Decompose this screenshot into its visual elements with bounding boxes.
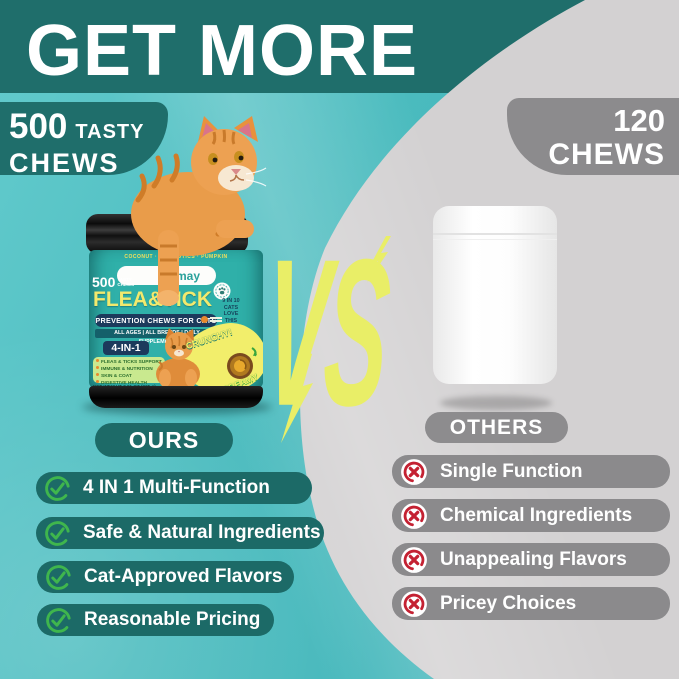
product-jar-label: COCONUT · PROBIOTICS · PUMPKIN amay 500 … [89, 250, 263, 388]
label-usage-strip: ALL AGES | ALL BREEDS | DAILY SUPPLEMENT [95, 329, 219, 345]
page-title: GET MORE [26, 11, 419, 91]
feature-label: Safe & Natural Ingredients [83, 522, 321, 543]
ours-badge: OURS [95, 423, 233, 457]
drawback-pill: Chemical Ingredients [392, 499, 670, 532]
feature-pill: Safe & Natural Ingredients [36, 517, 324, 549]
label-mini-count: 500 TASTY CHEWS [92, 274, 135, 290]
feature-pill: Reasonable Pricing [37, 604, 274, 636]
cross-icon [400, 502, 428, 530]
check-icon [45, 607, 72, 634]
product-jar-base [89, 386, 263, 408]
feature-pill: Cat-Approved Flavors [37, 561, 294, 593]
check-icon [44, 520, 71, 547]
feature-label: Reasonable Pricing [84, 609, 261, 630]
drawback-label: Pricey Choices [440, 592, 577, 614]
product-name: FLEA&TICK [93, 288, 212, 311]
chews-count-number: 500 [9, 107, 68, 146]
label-benefit: DIGESTIVE HEALTH [96, 380, 165, 387]
chew-treat-icon [227, 347, 257, 379]
chews-count-number: 120 [613, 103, 665, 138]
chews-count-word: CHEWS [548, 138, 665, 171]
label-cat-illustration [156, 328, 200, 388]
drawback-pill: Unappealing Flavors [392, 543, 670, 576]
vet-badge-text-bars [210, 317, 222, 323]
label-benefit: FLEAS & TICKS SUPPORT [96, 359, 165, 366]
check-icon [45, 564, 72, 591]
cat-photo [131, 116, 267, 306]
label-benefit: IMMUNE & NUTRITION [96, 366, 165, 373]
drawback-label: Single Function [440, 460, 583, 482]
feature-pill: 4 IN 1 Multi-Function [36, 472, 312, 504]
cross-icon [400, 546, 428, 574]
chews-count-badge-ours: 500 TASTY CHEWS [0, 102, 168, 178]
drawback-pill: Single Function [392, 455, 670, 488]
cross-icon [400, 458, 428, 486]
feature-label: 4 IN 1 Multi-Function [83, 477, 270, 498]
competitor-jar [433, 206, 557, 384]
drawback-pill: Pricey Choices [392, 587, 670, 620]
label-4in1-box: 4-IN-1 [103, 341, 149, 355]
cross-icon [400, 590, 428, 618]
others-badge: OTHERS [425, 412, 568, 443]
vet-badge-icon [201, 316, 208, 323]
label-benefits-panel: FLEAS & TICKS SUPPORT IMMUNE & NUTRITION… [93, 357, 165, 386]
drawback-label: Unappealing Flavors [440, 548, 627, 570]
paw-seal-icon [213, 282, 231, 300]
chews-count-word: TASTY [75, 121, 145, 143]
drawback-label: Chemical Ingredients [440, 504, 633, 526]
label-subtitle-banner: PREVENTION CHEWS FOR CATS [95, 314, 217, 327]
feature-label: Cat-Approved Flavors [84, 566, 283, 587]
check-icon [44, 475, 71, 502]
chews-count-badge-others: 120 CHEWS [507, 98, 679, 175]
label-benefit: SKIN & COAT [96, 373, 165, 380]
chews-count-word: CHEWS [9, 148, 120, 178]
competitor-jar-shadow [440, 396, 552, 410]
